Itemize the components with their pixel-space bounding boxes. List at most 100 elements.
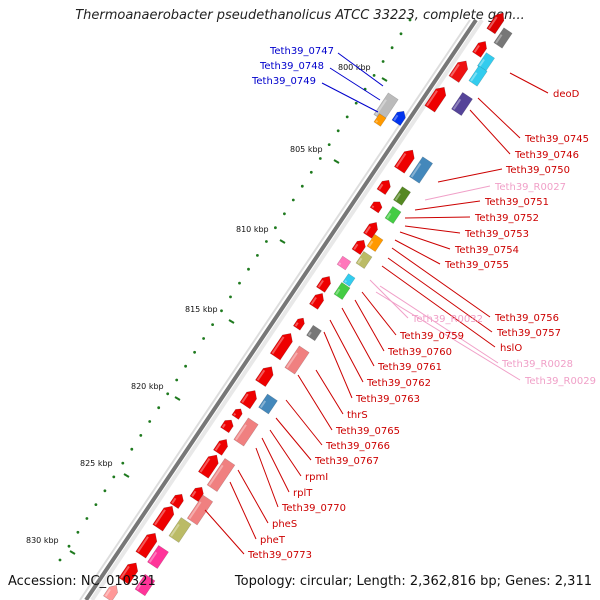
gene-feature[interactable] [206,458,236,492]
gene-feature[interactable] [169,491,186,509]
gene-feature[interactable] [269,330,296,361]
gene-feature[interactable] [213,437,230,456]
label-leader [329,67,381,101]
gene-label[interactable]: Teth39_0754 [454,245,519,256]
gene-feature[interactable] [292,316,306,331]
gene-features[interactable] [103,10,513,600]
gene-feature[interactable] [336,255,352,271]
gene-feature[interactable] [472,39,489,58]
gene-label[interactable]: thrS [347,410,368,421]
gene-feature[interactable] [316,274,333,293]
label-leaders [204,52,549,555]
gene-feature[interactable] [351,237,368,255]
gene-feature[interactable] [189,484,206,502]
gene-label[interactable]: Teth39_0770 [281,503,346,514]
gene-feature[interactable] [152,503,177,532]
gene-feature[interactable] [373,113,387,127]
label-leader [337,52,384,87]
gene-label[interactable]: Teth39_0751 [484,197,549,208]
gene-label[interactable]: Teth39_0750 [505,165,570,176]
gene-label[interactable]: Teth39_0760 [387,347,452,358]
gene-feature[interactable] [424,84,449,113]
gene-labels[interactable]: Teth39_0747 Teth39_0748 Teth39_0749 deoD Tet… [247,46,596,561]
label-leader [329,319,364,383]
gene-feature[interactable] [134,573,156,597]
genome-backbone [79,18,484,600]
gene-label[interactable]: Teth39_0757 [496,328,561,339]
gene-label[interactable]: Teth39_0753 [464,229,529,240]
gene-feature[interactable] [220,417,236,434]
gene-feature[interactable] [284,345,310,375]
gene-feature[interactable] [493,27,513,49]
gene-label[interactable]: rpmI [305,472,328,483]
gene-feature[interactable] [239,387,260,410]
gene-feature[interactable] [147,545,169,569]
gene-label[interactable]: Teth39_0749 [251,76,316,87]
gene-label[interactable]: Teth39_0756 [494,313,559,324]
gene-feature[interactable] [486,10,508,35]
gene-label[interactable]: Teth39_0765 [335,426,400,437]
gene-feature[interactable] [366,234,384,252]
gene-feature[interactable] [135,530,160,559]
gene-feature[interactable] [451,92,473,116]
scale-tick-label: 815 kbp [185,305,218,314]
gene-label[interactable]: Teth39_R0032 [411,314,483,325]
gene-label[interactable]: Teth39_0745 [524,134,589,145]
gene-label[interactable]: Teth39_0752 [474,213,539,224]
gene-label[interactable]: Teth39_0755 [444,260,509,271]
gene-feature[interactable] [197,452,221,479]
gene-label[interactable]: Teth39_0759 [399,331,464,342]
scale-tick [174,396,181,401]
label-leader [375,291,521,381]
gene-label[interactable]: Teth39_0766 [325,441,390,452]
gene-feature[interactable] [384,206,402,224]
gene-label[interactable]: Teth39_0762 [366,378,431,389]
gene-label[interactable]: Teth39_R0028 [501,359,573,370]
gene-feature[interactable] [448,58,471,83]
gc-dot [85,517,89,520]
gene-label[interactable]: deoD [553,89,580,100]
gene-label[interactable]: Teth39_0763 [355,394,420,405]
gene-feature[interactable] [306,324,322,342]
gene-feature[interactable] [333,282,351,300]
label-leader [381,265,496,348]
gene-feature[interactable] [103,583,120,600]
gene-feature[interactable] [393,147,417,174]
gene-feature[interactable] [363,220,380,239]
gene-label[interactable]: Teth39_0748 [259,61,324,72]
gc-dot [184,364,188,368]
gene-feature[interactable] [168,517,192,543]
gene-label[interactable]: pheT [260,535,286,546]
label-leader [354,299,385,352]
gene-feature[interactable] [186,494,214,526]
label-leader [237,469,269,524]
gene-feature[interactable] [231,407,244,420]
gene-label[interactable]: Teth39_0747 [269,46,334,57]
gene-feature[interactable] [376,177,393,195]
gene-label[interactable]: Teth39_R0027 [494,182,566,193]
gene-feature[interactable] [342,273,356,287]
gene-feature[interactable] [255,363,276,387]
gene-label[interactable]: Teth39_R0029 [524,376,596,387]
gene-label[interactable]: Teth39_0773 [247,550,312,561]
gene-feature[interactable] [258,393,278,415]
scale-tick [69,550,76,555]
gene-feature[interactable] [118,560,141,585]
gene-feature[interactable] [468,65,488,87]
gene-feature[interactable] [408,156,434,184]
gene-feature[interactable] [355,251,373,269]
gene-feature[interactable] [369,199,384,214]
gene-feature[interactable] [233,417,259,447]
gene-label[interactable]: rplT [293,488,313,499]
map-title: Thermoanaerobacter pseudethanolicus ATCC… [75,8,525,23]
gene-label[interactable]: hslO [500,343,522,354]
gene-feature[interactable] [391,108,408,126]
gene-feature[interactable] [393,186,411,206]
gene-feature[interactable] [309,291,326,310]
gene-label[interactable]: pheS [272,519,297,530]
gene-label[interactable]: Teth39_0761 [377,362,442,373]
gene-label[interactable]: Teth39_0746 [514,150,579,161]
gene-label[interactable]: Teth39_0767 [314,456,379,467]
gc-dot [265,240,268,243]
